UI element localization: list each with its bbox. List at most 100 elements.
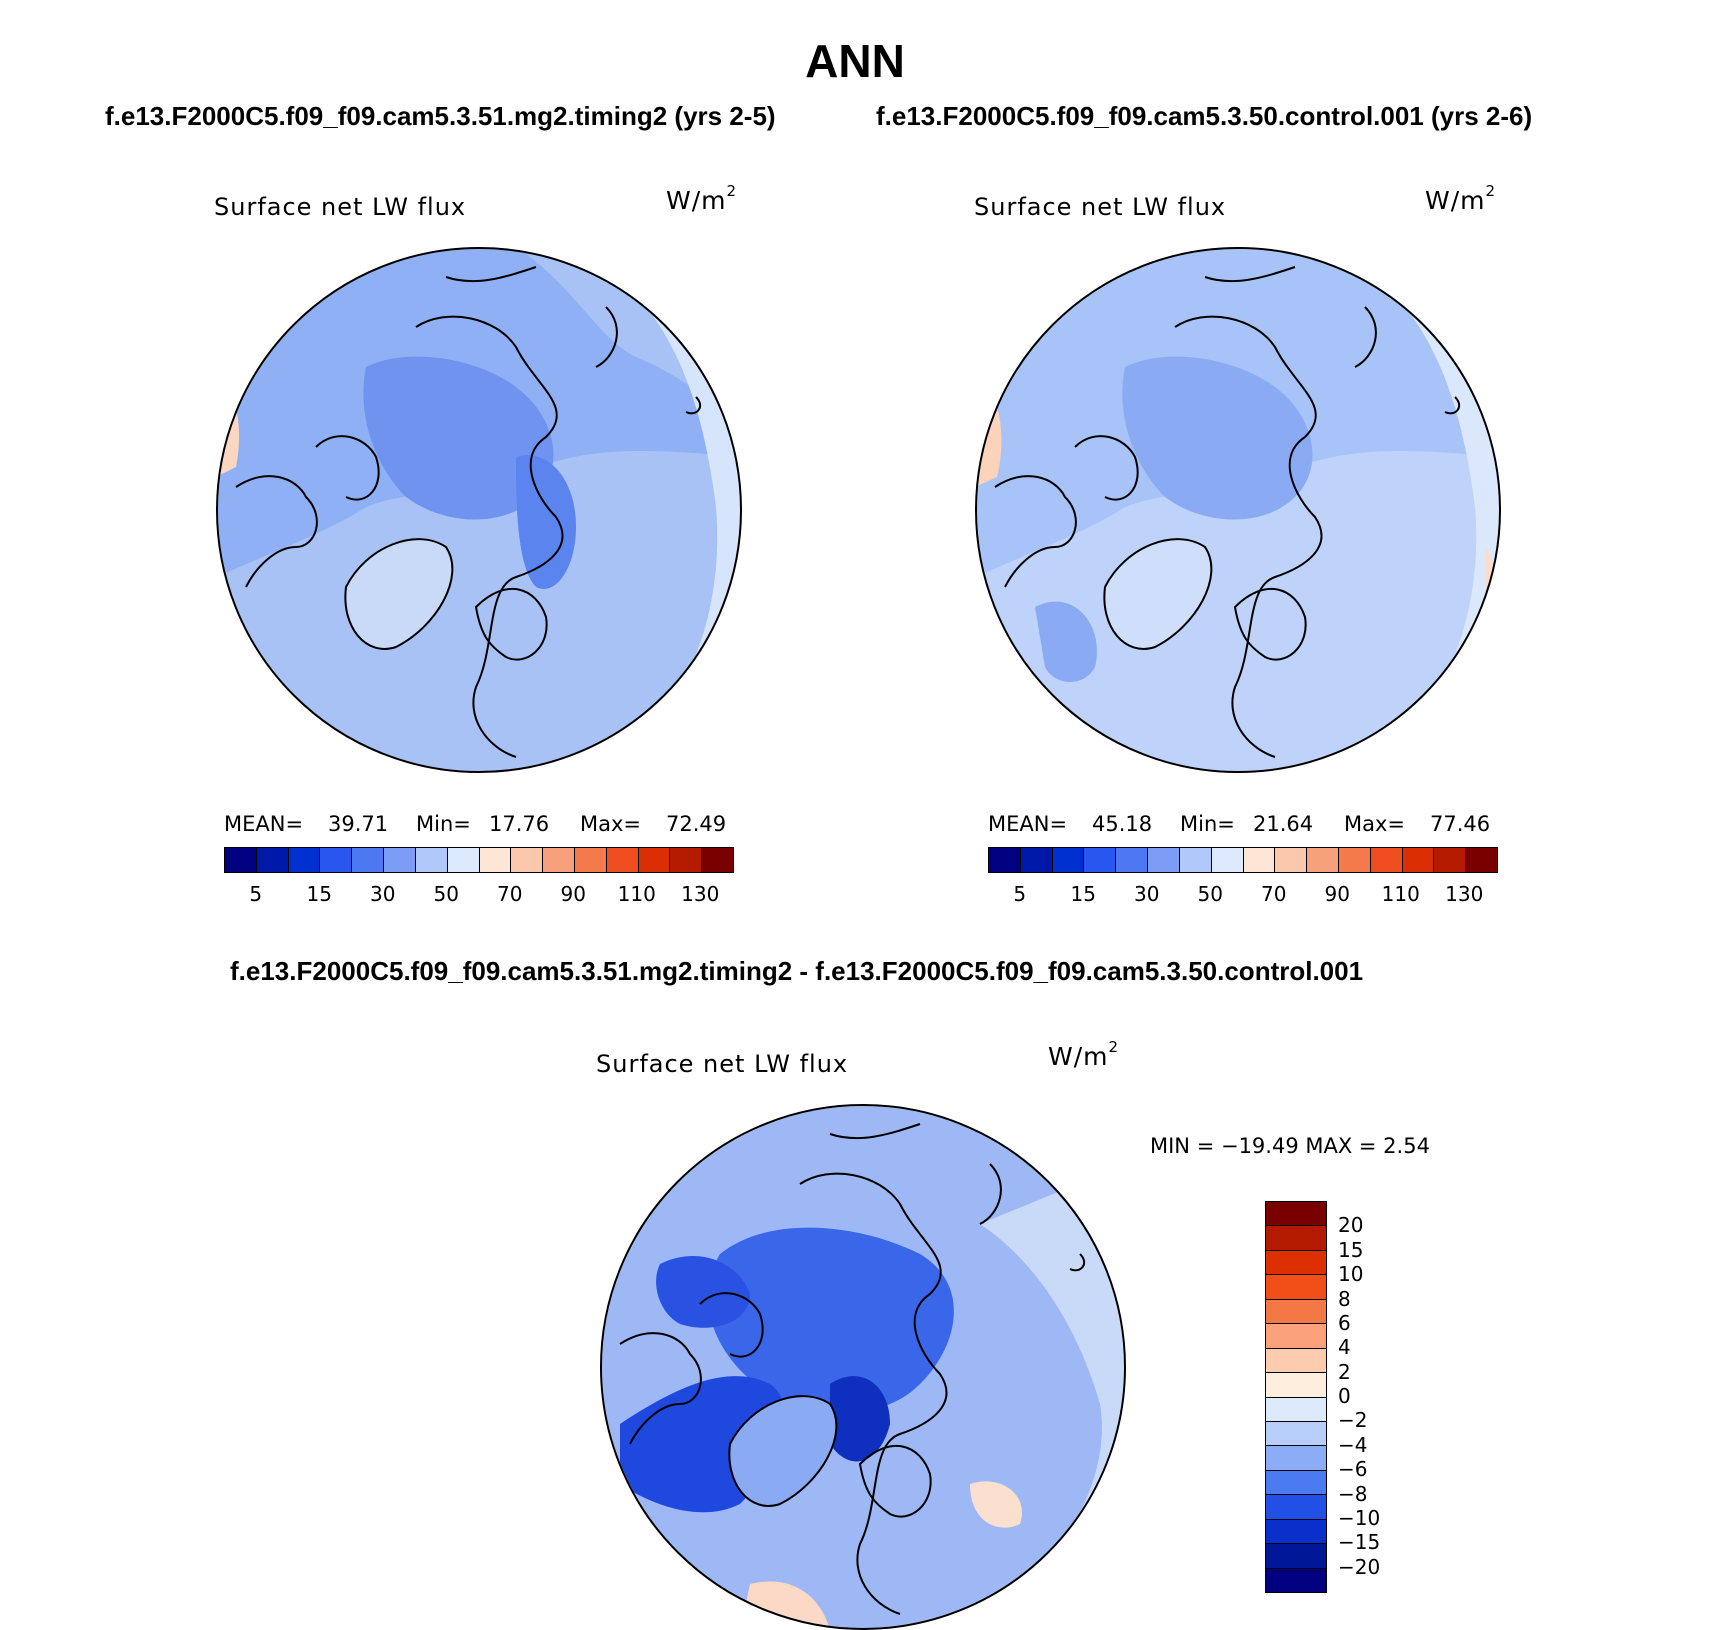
panel2-colorbar-ticks: 5 15 30 50 70 90 110 130 xyxy=(988,882,1496,908)
panel3-coastline-scandinavia xyxy=(858,1445,932,1518)
colorbar-swatch xyxy=(1370,848,1403,872)
panel3-colorbar-ticks: 20 15 10 8 6 4 2 0 −2 −4 −6 −8 −10 −15 −20 xyxy=(1338,1201,1418,1591)
colorbar-swatch xyxy=(1266,1275,1326,1300)
colorbar-tick-label: −20 xyxy=(1338,1554,1381,1579)
colorbar-swatch xyxy=(1266,1568,1326,1592)
panel1-max-label: Max= xyxy=(580,812,642,836)
panel3-field-canada-dark xyxy=(656,1255,750,1328)
colorbar-swatch xyxy=(1266,1495,1326,1520)
colorbar-swatch xyxy=(1211,848,1244,872)
colorbar-tick-label: 50 xyxy=(1197,882,1223,906)
panel1-field-barents xyxy=(516,455,576,589)
colorbar-tick-label: 70 xyxy=(1261,882,1287,906)
panel1-colorbar xyxy=(224,847,734,873)
colorbar-swatch xyxy=(1266,1421,1326,1447)
panel1-min-value: 17.76 xyxy=(489,812,550,836)
colorbar-swatch xyxy=(1338,848,1371,872)
panel1-variable-label: Surface net LW flux xyxy=(214,193,467,221)
panel2-coastline-greenland xyxy=(1103,538,1213,650)
colorbar-swatch xyxy=(606,848,639,872)
colorbar-swatch xyxy=(702,848,733,872)
panel1-field-warm-east xyxy=(731,577,740,619)
top-right-subtitle: f.e13.F2000C5.f09_f09.cam5.3.50.control.… xyxy=(876,101,1533,131)
panel1-coastline-greenland xyxy=(344,538,454,650)
panel1-mean-label: MEAN= xyxy=(224,812,304,836)
colorbar-swatch xyxy=(1275,848,1308,872)
colorbar-swatch xyxy=(288,848,321,872)
panel1-max-value: 72.49 xyxy=(666,812,727,836)
panel1-stats: MEAN= 39.71 Min= 17.76 Max= 72.49 xyxy=(224,812,734,838)
colorbar-swatch xyxy=(256,848,289,872)
panel2-field-ocean-dark xyxy=(1035,601,1097,682)
colorbar-tick-label: 130 xyxy=(681,882,720,906)
panel2-mean-value: 45.18 xyxy=(1092,812,1153,836)
panel3-coastline-greenland xyxy=(728,1395,838,1507)
colorbar-tick-label: 110 xyxy=(617,882,656,906)
colorbar-tick-label: 20 xyxy=(1338,1213,1364,1238)
panel2-variable-label: Surface net LW flux xyxy=(974,193,1227,221)
panel2-field-greenland xyxy=(1104,539,1212,649)
colorbar-swatch xyxy=(1266,1202,1326,1227)
colorbar-tick-label: 5 xyxy=(249,882,263,906)
panel1-field-arctic-dark xyxy=(363,356,554,520)
colorbar-swatch xyxy=(1266,1299,1326,1325)
panel1-mean-value: 39.71 xyxy=(328,812,389,836)
colorbar-tick-label: 15 xyxy=(1338,1237,1364,1262)
colorbar-tick-label: 8 xyxy=(1338,1286,1351,1311)
colorbar-swatch xyxy=(1266,1373,1326,1398)
panel1-coastline-eurasia xyxy=(415,315,564,758)
colorbar-tick-label: 2 xyxy=(1338,1359,1351,1384)
diff-subtitle: f.e13.F2000C5.f09_f09.cam5.3.51.mg2.timi… xyxy=(230,956,1364,986)
colorbar-swatch xyxy=(320,848,353,872)
colorbar-swatch xyxy=(1084,848,1117,872)
colorbar-tick-label: −6 xyxy=(1338,1457,1368,1482)
panel3-field-warm-east xyxy=(970,1481,1022,1528)
panel2-max-label: Max= xyxy=(1344,812,1406,836)
panel1-field-warm-west xyxy=(218,377,240,477)
colorbar-swatch xyxy=(447,848,480,872)
colorbar-tick-label: 4 xyxy=(1338,1335,1351,1360)
colorbar-swatch xyxy=(638,848,671,872)
panel1-coastline-siberia xyxy=(445,266,702,415)
panel2-map-border xyxy=(975,247,1501,773)
panel2-stats: MEAN= 45.18 Min= 21.64 Max= 77.46 xyxy=(988,812,1498,838)
colorbar-swatch xyxy=(511,848,544,872)
panel3-units: W/m2 xyxy=(1048,1038,1120,1071)
panel2-coastline-eurasia xyxy=(1174,315,1323,758)
colorbar-tick-label: −10 xyxy=(1338,1505,1381,1530)
colorbar-swatch xyxy=(479,848,512,872)
panel2-field-outer-band xyxy=(977,451,1499,771)
panel2-polar-map xyxy=(975,247,1501,773)
colorbar-tick-label: −8 xyxy=(1338,1481,1368,1506)
colorbar-swatch xyxy=(1307,848,1339,872)
panel3-minmax: MIN = −19.49 MAX = 2.54 xyxy=(1150,1134,1430,1158)
colorbar-swatch xyxy=(1466,848,1497,872)
colorbar-swatch xyxy=(1266,1470,1326,1496)
colorbar-swatch xyxy=(352,848,385,872)
colorbar-tick-label: 10 xyxy=(1338,1262,1364,1287)
panel3-field-barents-dark xyxy=(830,1376,890,1462)
colorbar-tick-label: 30 xyxy=(1134,882,1160,906)
colorbar-swatch xyxy=(415,848,448,872)
panel2-coastline-scandinavia xyxy=(1233,588,1307,661)
panel3-polar-map xyxy=(600,1104,1126,1630)
panel1-polar-map xyxy=(216,247,742,773)
panel2-min-value: 21.64 xyxy=(1253,812,1314,836)
colorbar-swatch xyxy=(1266,1446,1326,1471)
colorbar-swatch xyxy=(1266,1324,1326,1349)
colorbar-swatch xyxy=(1266,1226,1326,1251)
colorbar-swatch xyxy=(1243,848,1276,872)
panel2-colorbar xyxy=(988,847,1498,873)
panel1-min-label: Min= xyxy=(416,812,471,836)
colorbar-tick-label: 6 xyxy=(1338,1310,1351,1335)
panel2-units: W/m2 xyxy=(1425,182,1497,215)
colorbar-swatch xyxy=(1266,1397,1326,1422)
panel1-units: W/m2 xyxy=(666,182,738,215)
colorbar-tick-label: 15 xyxy=(1070,882,1096,906)
colorbar-tick-label: 130 xyxy=(1445,882,1484,906)
colorbar-swatch xyxy=(670,848,703,872)
panel3-field-arctic-dark xyxy=(708,1227,954,1412)
colorbar-swatch xyxy=(1052,848,1085,872)
panel2-coastline-canada xyxy=(994,435,1139,588)
colorbar-swatch xyxy=(574,848,607,872)
